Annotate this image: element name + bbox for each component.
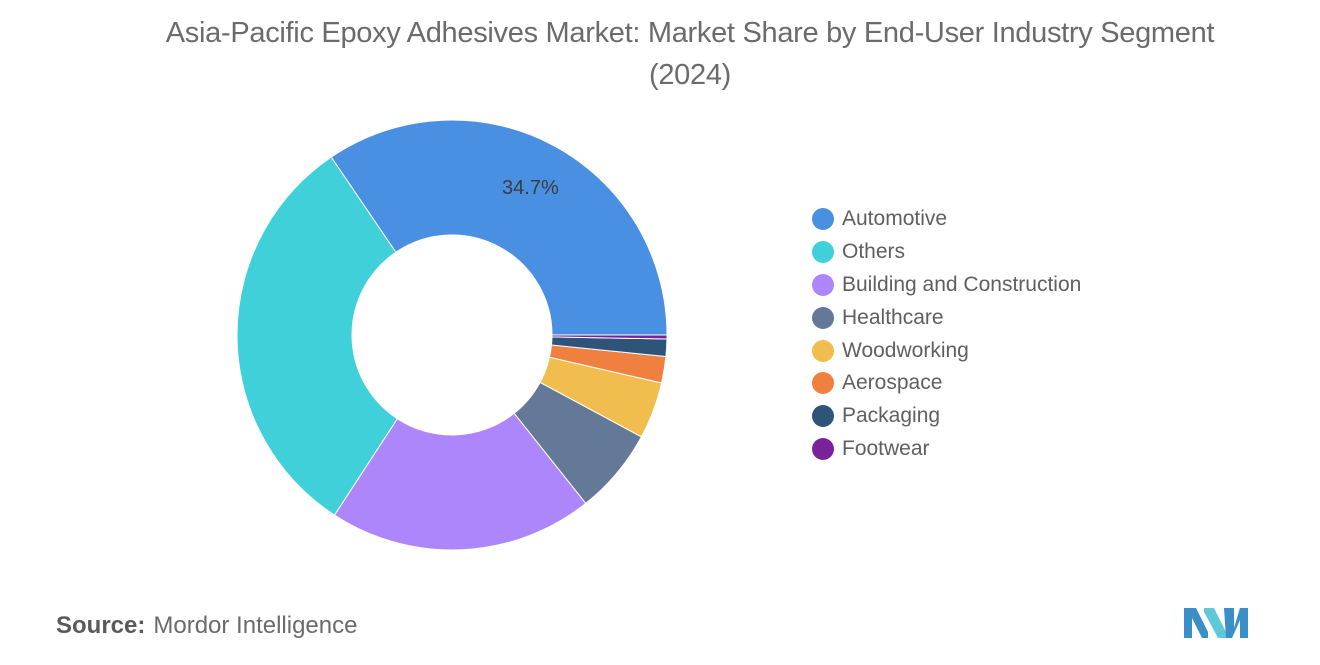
legend-swatch — [812, 241, 834, 264]
legend-item: Others — [812, 236, 1192, 269]
legend-swatch — [812, 339, 834, 362]
legend-item: Footwear — [812, 433, 1192, 466]
legend-item: Automotive — [812, 203, 1192, 236]
chart-legend: Automotive Others Building and Constructio… — [812, 203, 1192, 465]
logo-right-shape — [1224, 608, 1248, 638]
legend-swatch — [812, 405, 834, 428]
legend-label: Others — [842, 240, 906, 264]
legend-label: Automotive — [842, 207, 948, 231]
source-note: Source: Mordor Intelligence — [56, 612, 357, 640]
source-label: Source: — [56, 612, 146, 639]
logo-middle-shape — [1204, 608, 1226, 638]
legend-item: Healthcare — [812, 301, 1192, 334]
donut-chart: 34.7% — [236, 119, 668, 551]
slice-building-and-construction — [333, 412, 587, 551]
legend-swatch — [812, 208, 834, 231]
chart-title: Asia-Pacific Epoxy Adhesives Market: Mar… — [165, 17, 1215, 91]
legend-swatch — [812, 372, 834, 395]
legend-label: Woodworking — [842, 338, 969, 362]
legend-swatch — [812, 273, 834, 296]
legend-item: Woodworking — [812, 334, 1192, 367]
logo-left-shape — [1184, 608, 1208, 638]
legend-item: Packaging — [812, 400, 1192, 433]
slice-others — [236, 156, 399, 516]
legend-label: Footwear — [842, 436, 930, 460]
slice-automotive — [330, 119, 668, 336]
mordor-intelligence-logo — [1184, 608, 1248, 638]
slice-footwear — [551, 334, 668, 340]
legend-label: Healthcare — [842, 305, 944, 329]
legend-swatch — [812, 306, 834, 329]
legend-label: Packaging — [842, 404, 941, 428]
source-text: Mordor Intelligence — [153, 612, 358, 639]
legend-item: Aerospace — [812, 367, 1192, 400]
legend-label: Aerospace — [842, 371, 943, 395]
legend-label: Building and Construction — [842, 272, 1082, 296]
slice-data-label: 34.7% — [502, 177, 559, 199]
legend-item: Building and Construction — [812, 269, 1192, 302]
legend-swatch — [812, 437, 834, 460]
